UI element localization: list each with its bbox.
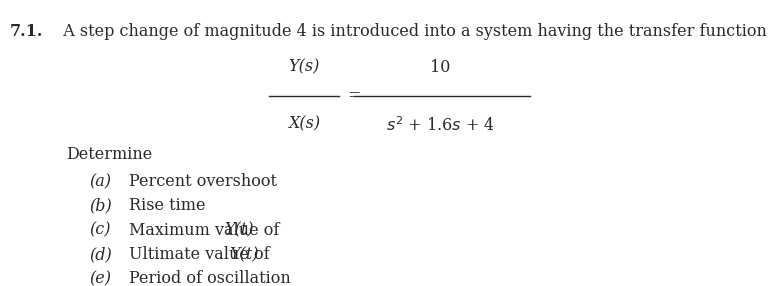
- Text: Maximum value of: Maximum value of: [129, 222, 284, 239]
- Text: Y(t): Y(t): [230, 246, 259, 263]
- Text: (c): (c): [90, 222, 111, 239]
- Text: A step change of magnitude 4 is introduced into a system having the transfer fun: A step change of magnitude 4 is introduc…: [53, 23, 767, 40]
- Text: Ultimate value of: Ultimate value of: [129, 246, 274, 263]
- Text: Period of oscillation: Period of oscillation: [129, 270, 291, 286]
- Text: X(s): X(s): [287, 116, 320, 133]
- Text: $s^2$ + 1.6$s$ + 4: $s^2$ + 1.6$s$ + 4: [386, 116, 495, 134]
- Text: 7.1.: 7.1.: [9, 23, 43, 40]
- Text: 10: 10: [430, 59, 450, 76]
- Text: Percent overshoot: Percent overshoot: [129, 173, 277, 190]
- Text: Y(t): Y(t): [224, 222, 253, 239]
- Text: (e): (e): [90, 270, 111, 286]
- Text: Y(s): Y(s): [288, 59, 319, 76]
- Text: (d): (d): [90, 246, 112, 263]
- Text: (a): (a): [90, 173, 111, 190]
- Text: Determine: Determine: [66, 146, 153, 163]
- Text: Rise time: Rise time: [129, 197, 205, 214]
- Text: =: =: [347, 87, 361, 104]
- Text: (b): (b): [90, 197, 112, 214]
